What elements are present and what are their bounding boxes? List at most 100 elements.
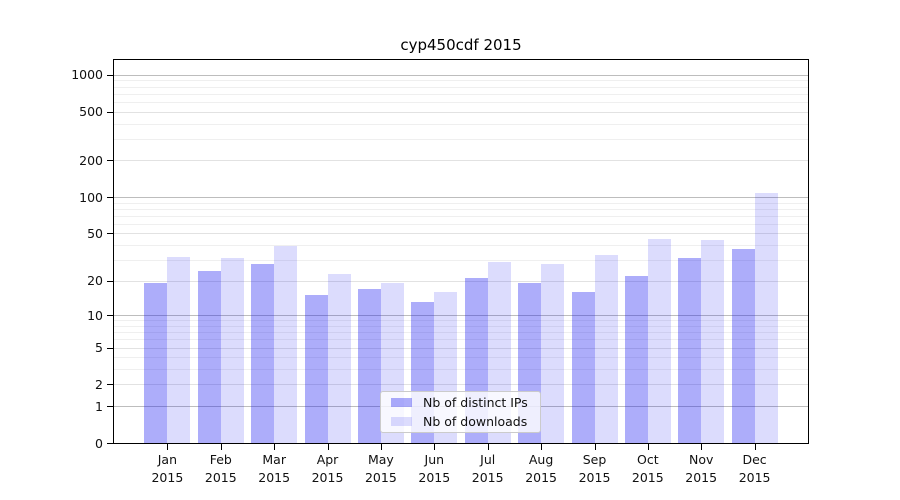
month-label: May [367,452,394,467]
x-tick-nov [701,444,703,450]
bar-apr-downloads [327,273,351,443]
month-label: Nov [688,452,714,467]
x-tick-jan [167,444,169,450]
month-label: Dec [742,452,767,467]
gridline-minor-40 [114,245,808,246]
gridline-1000 [114,74,808,76]
bar-apr-distinct-ips [304,295,328,443]
year-label: 2015 [738,470,771,485]
bar-feb-distinct-ips [197,271,221,443]
bar-feb-downloads [220,258,244,443]
month-label: Jul [480,452,496,467]
gridline-minor-30 [114,259,808,261]
bar-nov-downloads [701,240,725,443]
bar-aug-downloads [541,263,565,443]
x-tick-label-feb: Feb 2015 [191,451,251,487]
legend: Nb of distinct IPs Nb of downloads [380,391,541,433]
bar-oct-downloads [647,238,671,443]
y-tick-label-0: 0 [95,435,103,451]
y-tick-50 [107,233,113,235]
y-tick-1000 [107,74,113,76]
gridline-100 [114,197,808,198]
year-label: 2015 [364,470,397,485]
gridline-50 [114,233,808,235]
y-tick-5 [107,347,113,349]
x-tick-label-aug: Aug 2015 [511,451,571,487]
y-tick-20 [107,280,113,282]
x-tick-label-oct: Oct 2015 [618,451,678,487]
x-tick-dec [754,444,756,450]
month-label: Jan [157,452,178,467]
gridline-minor-900 [114,80,808,82]
x-tick-sep [594,444,596,450]
year-label: 2015 [685,470,718,485]
year-label: 2015 [151,470,184,485]
x-tick-feb [220,444,222,450]
bar-may-distinct-ips [357,288,381,443]
y-tick-200 [107,160,113,162]
gridline-20 [114,280,808,282]
x-tick-mar [274,444,276,450]
x-tick-label-apr: Apr 2015 [298,451,358,487]
gridline-minor-600 [114,101,808,103]
month-label: Feb [209,452,232,467]
gridline-minor-4 [114,357,808,359]
legend-label-downloads: Nb of downloads [423,414,528,429]
y-tick-label-5: 5 [95,340,103,355]
bar-nov-distinct-ips [678,258,702,443]
x-tick-aug [541,444,543,450]
gridline-minor-700 [114,93,808,95]
y-tick-label-200: 200 [79,152,103,168]
x-tick-label-jun: Jun 2015 [404,451,464,487]
y-tick-label-1: 1 [95,398,103,414]
gridline-10 [114,315,808,317]
y-tick-10 [107,315,113,317]
month-label: Aug [528,452,554,467]
year-label: 2015 [258,470,291,485]
legend-item-distinct-ips: Nb of distinct IPs [387,395,534,410]
y-tick-2 [107,384,113,386]
x-tick-jul [487,444,489,450]
y-tick-0 [107,443,113,444]
bar-mar-downloads [274,246,298,443]
x-tick-label-dec: Dec 2015 [725,451,785,487]
gridline-minor-800 [114,86,808,88]
x-tick-label-mar: Mar 2015 [244,451,304,487]
bar-jan-downloads [167,256,191,443]
month-label: Mar [262,452,286,467]
gridline-minor-3 [114,369,808,371]
gridline-minor-300 [114,138,808,140]
x-tick-label-jul: Jul 2015 [458,451,518,487]
legend-item-downloads: Nb of downloads [387,414,534,429]
gridline-2 [114,384,808,386]
plot-area: Nb of distinct IPs Nb of downloads [113,59,809,444]
month-label: Jun [424,452,445,467]
x-tick-label-may: May 2015 [351,451,411,487]
gridline-minor-80 [114,208,808,210]
x-tick-label-nov: Nov 2015 [671,451,731,487]
gridline-minor-9 [114,320,808,322]
y-tick-label-10: 10 [87,307,103,323]
y-tick-label-100: 100 [79,189,103,205]
x-tick-jun [434,444,436,450]
year-label: 2015 [578,470,611,485]
gridline-5 [114,347,808,349]
bar-sep-distinct-ips [571,292,595,443]
gridline-200 [114,160,808,162]
year-label: 2015 [204,470,237,485]
x-tick-apr [327,444,329,450]
x-tick-label-sep: Sep 2015 [565,451,625,487]
year-label: 2015 [418,470,451,485]
gridline-minor-70 [114,215,808,217]
year-label: 2015 [525,470,557,485]
legend-swatch-distinct-ips [391,398,412,407]
bar-sep-downloads [594,255,618,443]
bar-oct-distinct-ips [624,275,648,443]
legend-label-distinct-ips: Nb of distinct IPs [423,395,528,410]
chart-title: cyp450cdf 2015 [400,36,522,54]
bar-jan-distinct-ips [144,283,168,443]
gridline-minor-400 [114,123,808,125]
y-tick-label-20: 20 [87,273,103,289]
legend-swatch-downloads [391,417,412,426]
